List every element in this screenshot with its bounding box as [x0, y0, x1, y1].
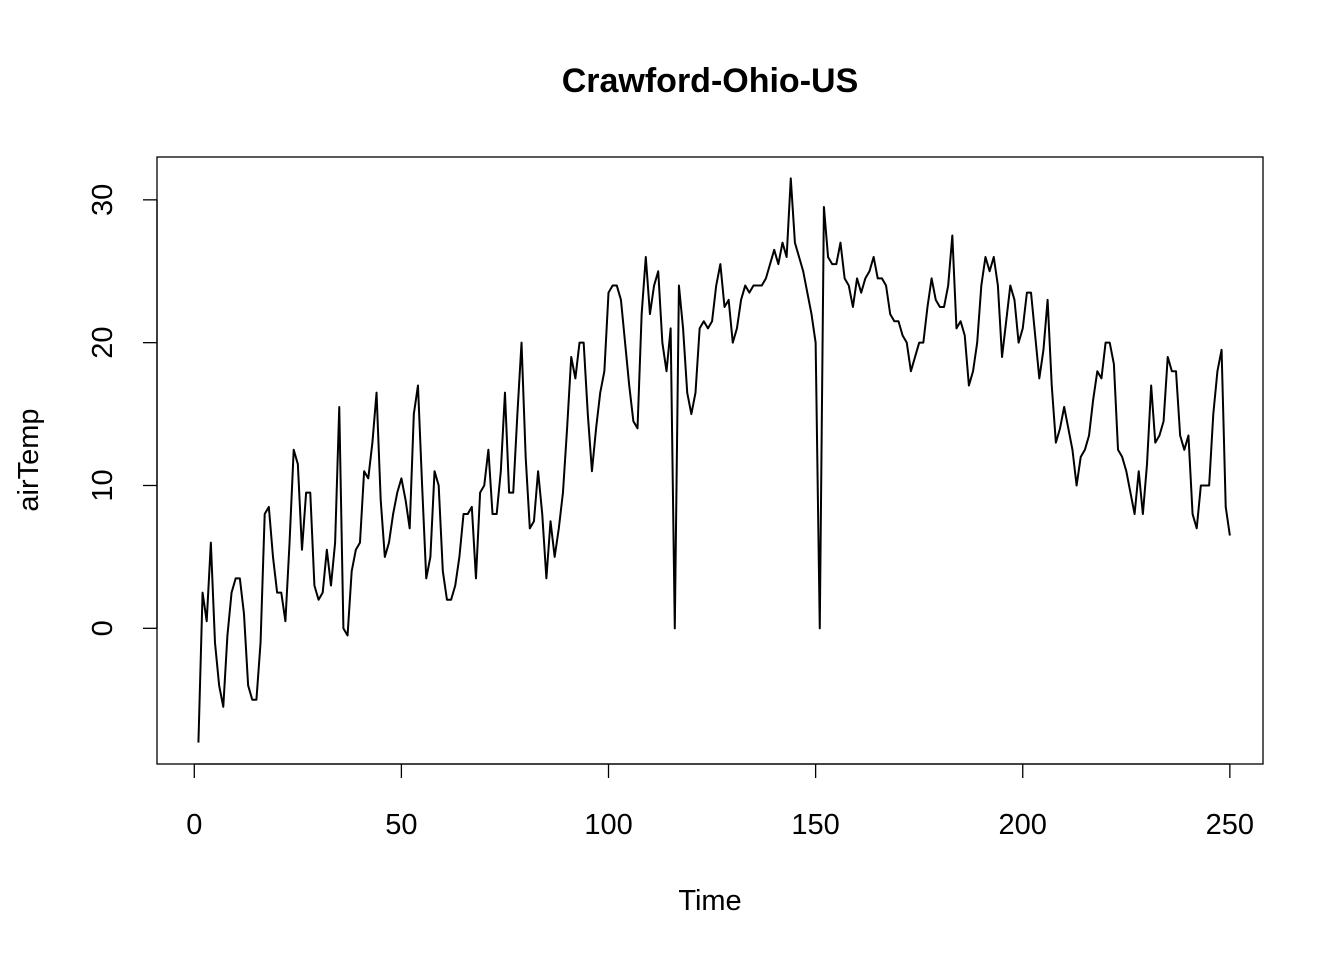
- x-tick-label: 200: [999, 809, 1047, 841]
- series-line: [197, 177, 1231, 743]
- chart-title: Crawford-Ohio-US: [562, 62, 859, 100]
- y-axis: 0 10 20 30: [87, 184, 158, 636]
- x-axis-label: Time: [678, 885, 741, 917]
- y-axis-label: airTemp: [13, 408, 45, 511]
- x-tick-label: 0: [186, 809, 202, 841]
- series-layer: [197, 177, 1231, 743]
- x-tick-label: 250: [1206, 809, 1254, 841]
- x-tick-label: 50: [385, 809, 417, 841]
- y-tick-label: 0: [87, 620, 119, 636]
- y-tick-label: 10: [87, 469, 119, 501]
- x-axis: 0 50 100 150 200 250: [186, 763, 1254, 841]
- y-tick-label: 30: [87, 184, 119, 216]
- x-tick-label: 100: [584, 809, 632, 841]
- plot-frame: [156, 156, 1264, 765]
- x-tick-label: 150: [791, 809, 839, 841]
- y-tick-label: 20: [87, 327, 119, 359]
